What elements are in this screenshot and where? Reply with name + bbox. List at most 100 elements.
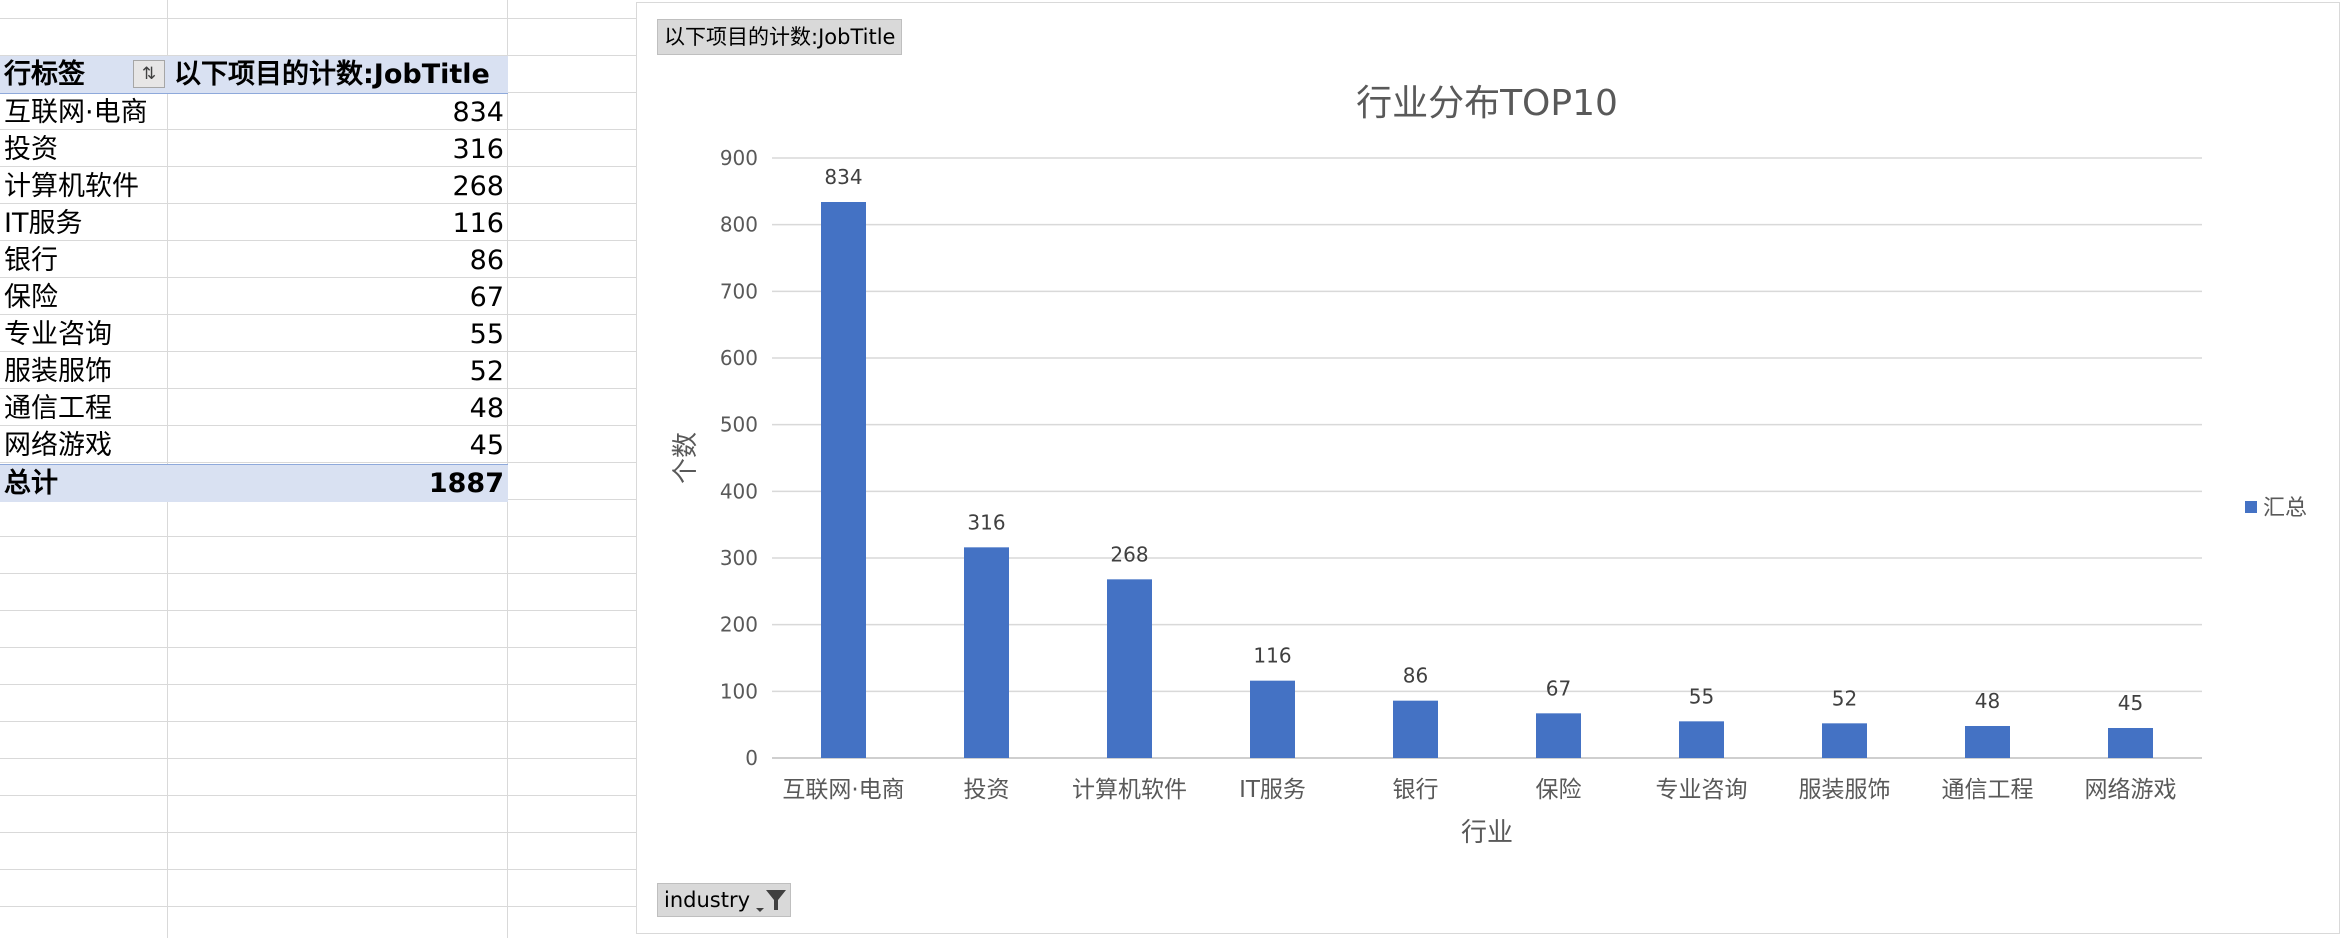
- bar: [1536, 713, 1581, 758]
- legend-label: 汇总: [2263, 496, 2307, 521]
- bar-data-label: 316: [967, 510, 1005, 534]
- axis-field-button[interactable]: industry: [657, 883, 792, 917]
- grid-row-line: [0, 203, 636, 204]
- pivot-row[interactable]: 服装服饰 52: [0, 353, 508, 390]
- pivot-chart[interactable]: 行业分布TOP10 0 100 200 300 400 500 600 700 800 900 834…: [636, 2, 2340, 934]
- bar-data-label: 116: [1253, 644, 1291, 668]
- grid-row-line: [0, 388, 636, 389]
- pivot-row[interactable]: 保险 67: [0, 279, 508, 316]
- bar: [1393, 700, 1438, 758]
- bar: [1107, 579, 1152, 758]
- bar: [821, 202, 866, 758]
- y-tick-label: 500: [720, 413, 758, 437]
- y-tick-label: 900: [720, 146, 758, 170]
- pivot-row-label: 互联网·电商: [4, 97, 148, 128]
- grid-row-line: [0, 869, 636, 870]
- pivot-row[interactable]: 互联网·电商 834: [0, 94, 508, 131]
- bar-data-label: 268: [1110, 542, 1148, 566]
- pivot-total-label: 总计: [4, 468, 58, 499]
- bar-chart-canvas: 行业分布TOP10 0 100 200 300 400 500 600 700 800 900 834…: [671, 83, 2307, 848]
- pivot-row[interactable]: 通信工程 48: [0, 390, 508, 427]
- filter-icon[interactable]: [754, 886, 788, 914]
- bar: [1679, 721, 1724, 758]
- bar-data-label: 55: [1689, 684, 1714, 708]
- x-tick-label: 通信工程: [1942, 777, 2034, 803]
- x-tick-label: 网络游戏: [2085, 777, 2177, 803]
- grid-row-line: [0, 795, 636, 796]
- value-field-label: 以下项目的计数:JobTitle: [664, 25, 896, 49]
- bar-data-label: 45: [2118, 691, 2143, 715]
- y-tick-label: 200: [720, 613, 758, 637]
- grid-row-line: [0, 166, 636, 167]
- pivot-row[interactable]: 投资 316: [0, 131, 508, 168]
- x-tick-label: 保险: [1536, 777, 1582, 803]
- pivot-row[interactable]: 计算机软件 268: [0, 168, 508, 205]
- grid-row-line: [0, 240, 636, 241]
- pivot-row-value: 67: [469, 282, 504, 313]
- pivot-row-label: 计算机软件: [4, 171, 139, 202]
- axis-field-label: industry: [664, 888, 751, 912]
- pivot-row-label: 投资: [4, 134, 58, 165]
- bar-data-label: 86: [1403, 664, 1428, 688]
- pivot-row-label: 保险: [4, 282, 58, 313]
- pivot-row-value: 48: [469, 393, 504, 424]
- pivot-total-row: 总计 1887: [0, 464, 508, 502]
- bar: [1965, 726, 2010, 758]
- grid-row-line: [0, 573, 636, 574]
- grid-row-line: [0, 832, 636, 833]
- x-tick-label: 服装服饰: [1799, 777, 1891, 803]
- pivot-row-label: IT服务: [4, 208, 83, 239]
- pivot-row-value: 45: [469, 430, 504, 461]
- y-tick-label: 600: [720, 346, 758, 370]
- bar-data-label: 48: [1975, 689, 2000, 713]
- grid-row-line: [0, 55, 636, 56]
- y-tick-label: 0: [745, 746, 758, 770]
- chart-title: 行业分布TOP10: [1356, 83, 1618, 124]
- grid-row-line: [0, 351, 636, 352]
- pivot-row[interactable]: 银行 86: [0, 242, 508, 279]
- pivot-row-labels-header[interactable]: 行标签: [4, 59, 85, 90]
- bar: [1822, 723, 1867, 758]
- pivot-table: 行标签 ⇅ 以下项目的计数:JobTitle 互联网·电商 834 投资 316 计算机…: [0, 56, 508, 502]
- pivot-row-value: 834: [452, 97, 504, 128]
- pivot-value-header[interactable]: 以下项目的计数:JobTitle: [174, 59, 490, 90]
- sort-filter-icon[interactable]: ⇅: [133, 60, 165, 88]
- y-tick-label: 400: [720, 479, 758, 503]
- pivot-total-value: 1887: [428, 468, 504, 499]
- pivot-row-label: 银行: [4, 245, 58, 276]
- bar: [1250, 680, 1295, 758]
- x-tick-label: 银行: [1393, 777, 1439, 803]
- pivot-row-label: 专业咨询: [4, 319, 112, 350]
- value-field-button[interactable]: 以下项目的计数:JobTitle: [657, 19, 903, 55]
- pivot-row-value: 55: [469, 319, 504, 350]
- grid-row-line: [0, 425, 636, 426]
- grid-row-line: [0, 647, 636, 648]
- grid-row-line: [0, 684, 636, 685]
- grid-row-line: [0, 462, 636, 463]
- grid-row-line: [0, 18, 636, 19]
- pivot-row-label: 网络游戏: [4, 430, 112, 461]
- grid-row-line: [0, 536, 636, 537]
- pivot-row[interactable]: 网络游戏 45: [0, 427, 508, 464]
- bar: [964, 547, 1009, 758]
- grid-row-line: [0, 758, 636, 759]
- pivot-header-row: 行标签 ⇅ 以下项目的计数:JobTitle: [0, 56, 508, 94]
- grid-row-line: [0, 314, 636, 315]
- pivot-row[interactable]: IT服务 116: [0, 205, 508, 242]
- pivot-row-value: 268: [452, 171, 504, 202]
- pivot-row-value: 116: [452, 208, 504, 239]
- pivot-row-label: 通信工程: [4, 393, 112, 424]
- bar: [2108, 728, 2153, 758]
- pivot-row-label: 服装服饰: [4, 356, 112, 387]
- y-tick-label: 300: [720, 546, 758, 570]
- pivot-row[interactable]: 专业咨询 55: [0, 316, 508, 353]
- grid-row-line: [0, 277, 636, 278]
- bar-data-label: 67: [1546, 676, 1571, 700]
- y-axis-title: 个数: [671, 432, 701, 484]
- x-tick-label: IT服务: [1239, 777, 1306, 803]
- pivot-row-value: 52: [469, 356, 504, 387]
- legend-swatch: [2245, 501, 2257, 513]
- x-tick-label: 计算机软件: [1072, 777, 1187, 803]
- grid-row-line: [0, 906, 636, 907]
- x-axis-title: 行业: [1461, 818, 1513, 848]
